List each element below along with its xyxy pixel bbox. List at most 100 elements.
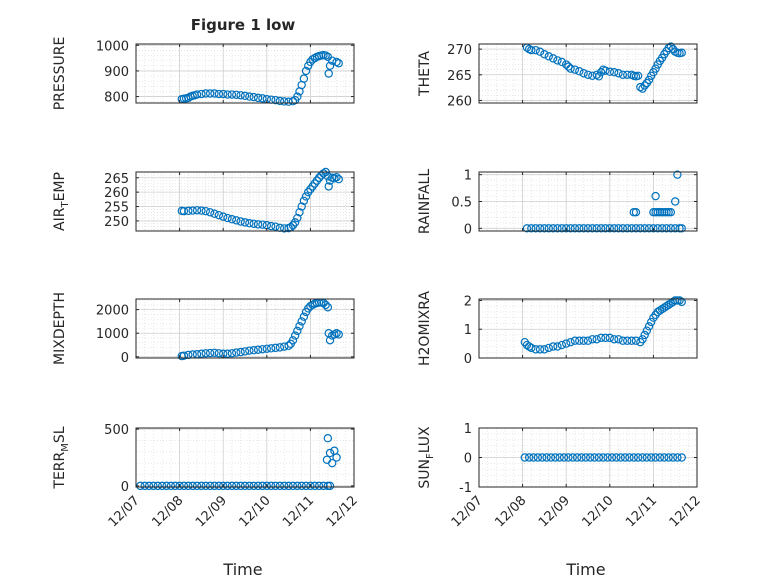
y-tick-label: 265 bbox=[447, 69, 472, 84]
data-point bbox=[149, 481, 158, 491]
data-point bbox=[603, 453, 612, 462]
y-axis-label: PRESSURE bbox=[52, 37, 68, 111]
y-tick-label: 270 bbox=[447, 43, 472, 58]
data-point bbox=[651, 191, 660, 201]
data-point bbox=[553, 342, 562, 351]
data-point bbox=[588, 335, 597, 344]
data-point bbox=[592, 335, 601, 344]
data-point bbox=[319, 169, 328, 178]
data-point bbox=[240, 347, 250, 356]
data-point bbox=[651, 64, 660, 73]
data-point bbox=[612, 453, 621, 462]
data-point bbox=[644, 75, 654, 85]
data-point bbox=[157, 481, 167, 491]
data-point bbox=[197, 481, 206, 491]
y-tick-label: 260 bbox=[104, 186, 129, 201]
data-point bbox=[548, 224, 558, 233]
subplot-5: 0 1000 2000 MIXDEPTH bbox=[52, 292, 355, 366]
data-point bbox=[192, 90, 202, 99]
y-tick-label: 500 bbox=[104, 423, 129, 438]
data-point bbox=[232, 481, 241, 491]
data-point bbox=[144, 481, 154, 491]
data-point bbox=[653, 224, 662, 233]
data-point bbox=[271, 222, 280, 231]
data-point bbox=[295, 208, 304, 217]
data-point bbox=[614, 224, 623, 233]
x-tick-label: 12/09 bbox=[193, 493, 230, 530]
data-point bbox=[280, 97, 289, 106]
data-point bbox=[218, 89, 228, 99]
data-point bbox=[623, 336, 632, 345]
data-point bbox=[620, 453, 630, 462]
data-point bbox=[271, 343, 280, 353]
data-point bbox=[618, 70, 628, 79]
y-tick-label: 800 bbox=[104, 91, 129, 106]
data-point bbox=[153, 481, 162, 491]
subplot-6: 0 1 2 H2OMIXRA bbox=[417, 291, 698, 367]
data-point bbox=[631, 224, 641, 233]
y-tick-label: 1 bbox=[464, 169, 472, 184]
data-point bbox=[664, 208, 673, 217]
subplot-8: -1 0 1 SUNFLUX 12/07 12/08 12/09 12/10 12/11 12/1… bbox=[417, 422, 704, 530]
data-point bbox=[271, 481, 280, 491]
data-point bbox=[677, 297, 686, 307]
data-point bbox=[653, 307, 662, 317]
data-point bbox=[575, 336, 584, 345]
data-point bbox=[673, 453, 682, 462]
data-point bbox=[192, 481, 202, 491]
axes-box bbox=[135, 427, 355, 488]
data-point bbox=[657, 224, 667, 233]
data-point bbox=[655, 453, 665, 462]
data-point bbox=[306, 481, 315, 491]
data-point bbox=[527, 45, 536, 55]
data-point bbox=[553, 56, 562, 65]
data-point bbox=[592, 70, 601, 79]
data-point bbox=[655, 306, 665, 315]
data-point bbox=[520, 453, 529, 462]
data-point bbox=[288, 481, 298, 491]
data-point bbox=[618, 224, 628, 233]
data-point bbox=[232, 216, 241, 225]
figure-title: Figure 1 low bbox=[191, 16, 296, 34]
data-point bbox=[325, 481, 335, 491]
data-point bbox=[214, 210, 224, 220]
data-point bbox=[544, 52, 553, 61]
data-point bbox=[524, 453, 534, 462]
data-point bbox=[227, 481, 237, 491]
data-point bbox=[596, 224, 606, 233]
y-tick-label: 900 bbox=[104, 65, 129, 80]
data-point bbox=[664, 43, 673, 53]
y-tick-label: 0 bbox=[464, 222, 472, 237]
data-point bbox=[562, 339, 571, 348]
subplot-7: 0 500 TERRMSL 12/07 12/08 12/09 12/10 12/11 12/1… bbox=[52, 423, 361, 530]
data-point bbox=[334, 59, 343, 68]
data-point bbox=[564, 62, 573, 71]
data-point bbox=[188, 481, 197, 491]
data-point bbox=[240, 91, 250, 101]
x-tick-label: 12/07 bbox=[106, 493, 143, 530]
data-point bbox=[324, 69, 333, 78]
data-point bbox=[538, 453, 547, 462]
data-point bbox=[522, 340, 532, 350]
data-point bbox=[666, 208, 676, 217]
data-point bbox=[671, 224, 680, 233]
data-point bbox=[668, 453, 678, 462]
data-point bbox=[605, 67, 615, 76]
data-point bbox=[236, 481, 245, 491]
y-tick-label: 1000 bbox=[96, 39, 129, 54]
data-point bbox=[201, 89, 210, 98]
data-point bbox=[179, 351, 189, 360]
data-point bbox=[633, 453, 643, 462]
data-point bbox=[607, 453, 617, 462]
axes-box bbox=[478, 43, 698, 104]
data-point bbox=[657, 208, 667, 217]
data-point bbox=[557, 340, 567, 350]
y-tick-label: 250 bbox=[104, 215, 129, 230]
x-tick-label: 12/10 bbox=[580, 493, 617, 530]
data-point bbox=[575, 224, 584, 233]
data-point bbox=[179, 206, 189, 216]
data-point bbox=[232, 90, 241, 99]
data-point bbox=[581, 453, 591, 462]
data-point bbox=[662, 301, 671, 311]
data-point bbox=[205, 348, 215, 358]
